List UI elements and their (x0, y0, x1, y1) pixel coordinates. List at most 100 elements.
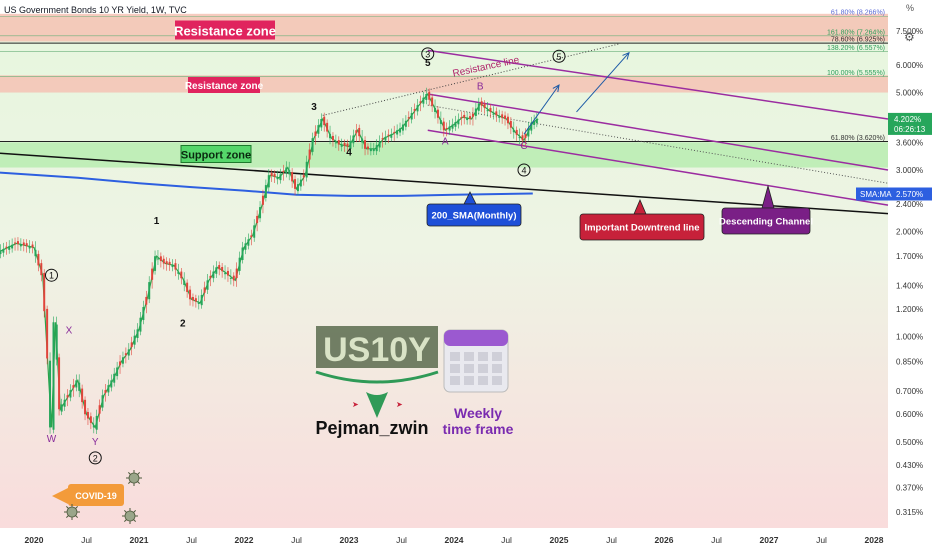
candle-body (55, 324, 58, 360)
x-tick-label-1: Jul (81, 535, 92, 545)
candle-body (480, 101, 483, 106)
candle-body (116, 367, 119, 377)
settings-gear-icon[interactable]: ⚙ (904, 30, 915, 44)
candle-body (98, 405, 101, 414)
x-tick-label-9: Jul (501, 535, 512, 545)
candle-body (81, 388, 84, 403)
zone-0 (0, 13, 888, 42)
x-tick-label-8: 2024 (445, 535, 464, 545)
candle-body (361, 138, 364, 143)
candle-body (393, 131, 396, 133)
candle-body (317, 125, 320, 134)
calendar-icon-cell (492, 376, 502, 385)
channel-callout-label: Descending Channel (719, 217, 813, 228)
downtrend-line (0, 152, 889, 215)
candle-body (428, 91, 431, 100)
virus-icon (122, 508, 138, 524)
candle-body (159, 256, 162, 262)
candle-body (136, 329, 139, 339)
candle-body (504, 115, 507, 119)
wave-label-X: X (66, 326, 73, 337)
calendar-icon-cell (478, 364, 488, 373)
x-tick-label-11: Jul (606, 535, 617, 545)
candle-body (454, 122, 457, 127)
candle-body (378, 141, 381, 148)
virus-icon-spike (137, 481, 141, 485)
candle-body (186, 282, 189, 292)
candle-body (375, 145, 378, 152)
virus-icon-spike (127, 481, 131, 485)
candle-body (509, 120, 512, 128)
x-tick-label-10: 2025 (550, 535, 569, 545)
candle-body (463, 114, 466, 118)
candle-body (162, 258, 165, 264)
candle-body (130, 342, 133, 348)
wave-label-1: 1 (154, 216, 160, 227)
candle-body (133, 335, 136, 345)
y-tick-label-0: 7.500% (896, 27, 923, 36)
circled-wave-4 (517, 163, 531, 177)
y-tick-label-6: 2.400% (896, 200, 923, 209)
circled-wave-label-3: 3 (425, 49, 430, 59)
candle-body (530, 122, 533, 131)
wave-label-Y: Y (92, 437, 99, 448)
candle-body (247, 239, 250, 246)
candle-body (189, 289, 192, 300)
channel-upper-line (427, 49, 889, 120)
candle-body (14, 242, 17, 244)
candle-body (442, 121, 445, 131)
x-tick-label-16: 2028 (865, 535, 884, 545)
calendar-icon (443, 329, 509, 393)
candle-body (331, 135, 334, 141)
y-tick-label-2: 5.000% (896, 89, 923, 98)
candle-body (521, 135, 524, 141)
candle-body (399, 128, 402, 133)
virus-icon-body (66, 506, 78, 518)
candle-body (154, 256, 157, 271)
virus-icon-spike (123, 509, 127, 513)
y-tick-label-5: 3.000% (896, 166, 923, 175)
candle-body (224, 273, 227, 275)
downtrend-callout-box (579, 213, 705, 241)
candle-body (291, 172, 294, 182)
x-tick-label-4: 2022 (235, 535, 254, 545)
y-tick-label-11: 1.000% (896, 333, 923, 342)
candle-body (471, 113, 474, 117)
candle-body (151, 268, 154, 280)
candle-body (60, 404, 63, 412)
candle-body (58, 357, 61, 410)
virus-icon-body (128, 472, 140, 484)
calendar-icon-cell (450, 352, 460, 361)
candle-body (244, 243, 247, 250)
virus-icon-spike (133, 509, 137, 513)
zone-label-2: Support zone (181, 150, 251, 162)
calendar-icon-cell (450, 376, 460, 385)
candle-body (52, 322, 55, 430)
candle-body (78, 382, 81, 391)
zone-label-0: Resistance zone (174, 24, 276, 39)
covid-callout-box (68, 484, 124, 506)
brand-timeframe-line2: time frame (443, 421, 514, 437)
candle-body (299, 179, 302, 187)
percent-scale-toggle[interactable]: % (905, 3, 914, 13)
candle-body (311, 138, 314, 152)
virus-icon-spike (75, 505, 79, 509)
covid-callout-pointer (52, 488, 68, 504)
candle-body (183, 280, 186, 285)
candle-body (369, 148, 372, 152)
wave-label-B: B (477, 82, 484, 93)
circled-wave-3 (421, 47, 435, 61)
candle-body (212, 271, 215, 279)
candle-body (156, 258, 159, 260)
fib-label-1: 161.80% (7.264%) (827, 29, 885, 36)
candle-body (346, 143, 349, 147)
x-tick-label-5: Jul (291, 535, 302, 545)
fib-label-0: 61.80% (8.266%) (831, 10, 885, 17)
candle-body (256, 215, 259, 224)
candle-body (422, 97, 425, 104)
candle-body (89, 416, 92, 423)
candle-body (11, 244, 14, 249)
candle-body (206, 280, 209, 290)
